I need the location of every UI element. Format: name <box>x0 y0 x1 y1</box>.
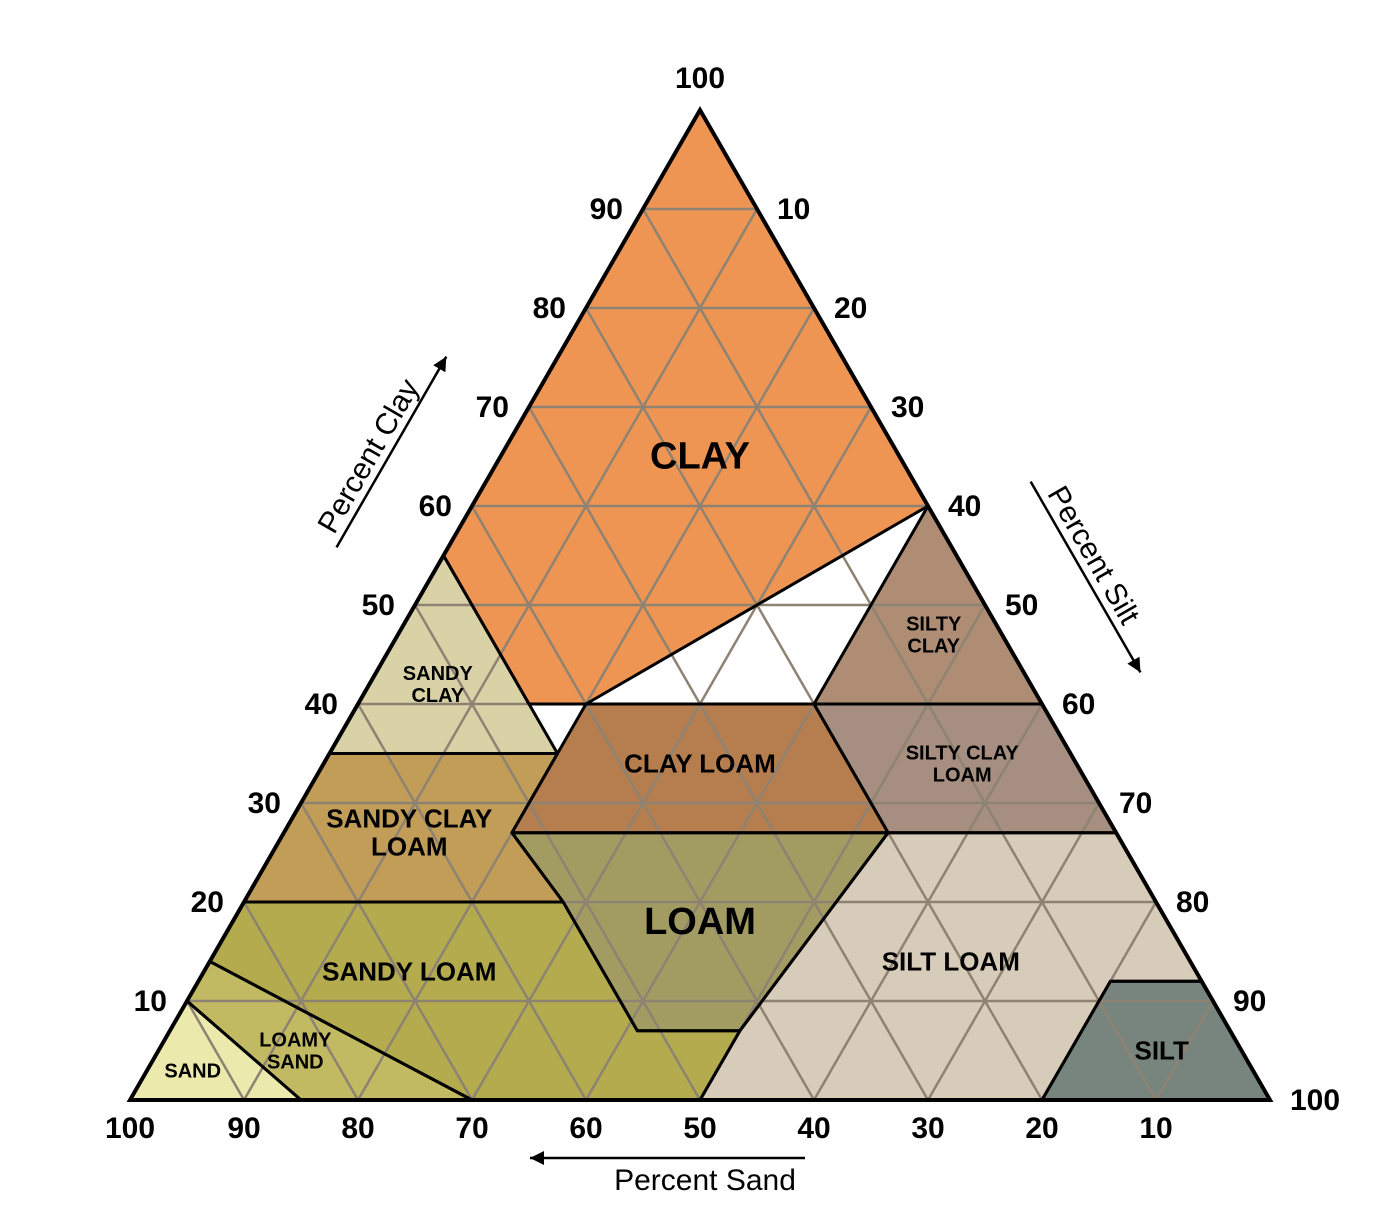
tick-clay-50: 50 <box>362 589 395 622</box>
tick-sand-100: 100 <box>105 1112 155 1145</box>
tick-sand-60: 60 <box>569 1112 602 1145</box>
axis-label-sand: Percent Sand <box>530 1151 805 1197</box>
region-label-clay: CLAY <box>650 436 750 478</box>
region-label-silt_loam: SILT LOAM <box>882 946 1020 976</box>
tick-sand-50: 50 <box>683 1112 716 1145</box>
axis-arrow-silt <box>1127 657 1146 676</box>
tick-clay-10: 10 <box>134 985 167 1018</box>
axis-arrow-clay <box>433 353 452 372</box>
tick-silt-20: 20 <box>834 292 867 325</box>
soil-texture-ternary-diagram: 10 20 30 40 50 60 70 80 90 100 10 20 30 40 50 60 70 80 90 1… <box>0 0 1400 1218</box>
tick-sand-90: 90 <box>227 1112 260 1145</box>
tick-clay-80: 80 <box>533 292 566 325</box>
region-label-sandy_loam: SANDY LOAM <box>322 956 496 986</box>
region-label-clay_loam: CLAY LOAM <box>624 748 776 778</box>
tick-silt-90: 90 <box>1233 985 1266 1018</box>
tick-clay-20: 20 <box>191 886 224 919</box>
tick-silt-30: 30 <box>891 391 924 424</box>
tick-sand-40: 40 <box>797 1112 830 1145</box>
tick-silt-10: 10 <box>777 193 810 226</box>
tick-silt-80: 80 <box>1176 886 1209 919</box>
tick-clay-30: 30 <box>248 787 281 820</box>
axis-label-sand-text: Percent Sand <box>614 1164 796 1197</box>
region-label-sand: SAND <box>164 1060 221 1082</box>
tick-sand-70: 70 <box>455 1112 488 1145</box>
region-label-loamy_sand: LOAMYSAND <box>259 1030 332 1074</box>
tick-silt-70: 70 <box>1119 787 1152 820</box>
axis-label-silt: Percent Silt <box>1025 465 1170 676</box>
region-label-silty_clay: SILTYCLAY <box>906 614 962 658</box>
region-label-sandy_clay: SANDYCLAY <box>403 663 474 707</box>
tick-clay-90: 90 <box>590 193 623 226</box>
tick-clay-40: 40 <box>305 688 338 721</box>
axis-arrow-sand <box>530 1151 544 1165</box>
tick-clay-100: 100 <box>675 62 725 95</box>
region-label-loam: LOAM <box>644 901 756 943</box>
tick-clay-60: 60 <box>419 490 452 523</box>
axis-label-clay-text: Percent Clay <box>312 374 426 539</box>
tick-sand-10: 10 <box>1139 1112 1172 1145</box>
tick-silt-100: 100 <box>1290 1084 1340 1117</box>
tick-clay-70: 70 <box>476 391 509 424</box>
region-label-silt: SILT <box>1134 1036 1189 1066</box>
tick-sand-80: 80 <box>341 1112 374 1145</box>
tick-sand-20: 20 <box>1025 1112 1058 1145</box>
tick-sand-30: 30 <box>911 1112 944 1145</box>
tick-silt-40: 40 <box>948 490 981 523</box>
tick-silt-60: 60 <box>1062 688 1095 721</box>
tick-silt-50: 50 <box>1005 589 1038 622</box>
axis-label-silt-text: Percent Silt <box>1041 481 1146 631</box>
